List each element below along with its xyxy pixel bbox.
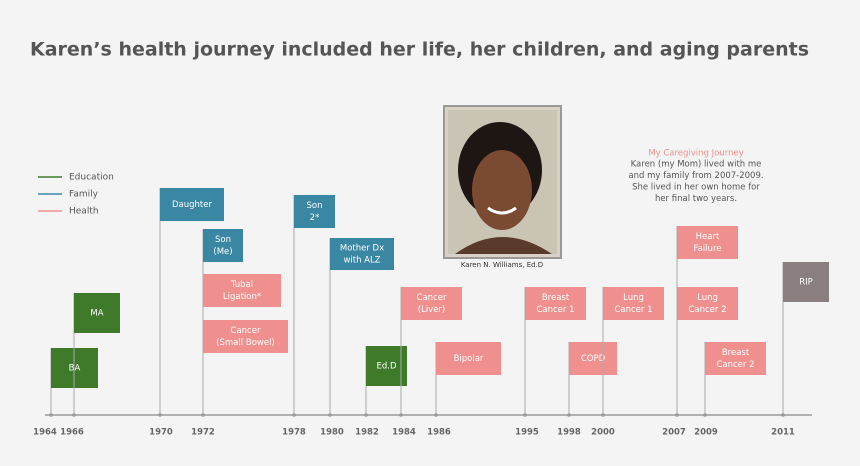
note-title: My Caregiving Journey xyxy=(648,149,743,159)
event-dot xyxy=(292,413,296,417)
year-label: 1980 xyxy=(320,428,344,438)
event-label: (Me) xyxy=(213,247,232,257)
year-label: 2011 xyxy=(771,428,795,438)
event-dot xyxy=(201,413,205,417)
event-dot xyxy=(328,413,332,417)
event-box xyxy=(677,287,738,320)
event-box xyxy=(603,287,664,320)
year-label: 1966 xyxy=(60,428,84,438)
event-label: Son xyxy=(307,201,323,211)
event-box xyxy=(203,320,288,353)
face xyxy=(472,150,532,230)
event-label: Breast xyxy=(542,293,570,303)
event-label: Ed.D xyxy=(376,362,396,372)
event-label: MA xyxy=(90,309,103,319)
event-label: Lung xyxy=(697,293,718,303)
event-label: Son xyxy=(215,235,231,245)
event-dot xyxy=(601,413,605,417)
year-label: 1984 xyxy=(392,428,416,438)
note-line: and my family from 2007-2009. xyxy=(628,171,763,181)
note-line: She lived in her own home for xyxy=(632,183,760,193)
event-dot xyxy=(49,413,53,417)
shoulders xyxy=(455,237,552,254)
event-dot xyxy=(72,413,76,417)
event-label: Cancer xyxy=(417,293,447,303)
legend-label: Health xyxy=(69,207,99,217)
title: Karen’s health journey included her life… xyxy=(30,39,809,61)
year-label: 1982 xyxy=(355,428,379,438)
event-label: Heart xyxy=(696,232,720,242)
event-box xyxy=(74,293,120,333)
event-label: Ligation* xyxy=(223,292,261,302)
legend-label: Education xyxy=(69,173,114,183)
event-dot xyxy=(781,413,785,417)
event-dot xyxy=(399,413,403,417)
year-label: 1986 xyxy=(427,428,451,438)
legend-label: Family xyxy=(69,190,99,200)
event-label: (Liver) xyxy=(418,305,445,315)
year-label: 1972 xyxy=(191,428,215,438)
event-dot xyxy=(523,413,527,417)
event-label: RIP xyxy=(799,278,813,288)
event-label: Breast xyxy=(722,348,750,358)
event-label: Failure xyxy=(694,244,722,254)
year-label: 2009 xyxy=(694,428,718,438)
event-label: Daughter xyxy=(172,200,212,210)
year-label: 2007 xyxy=(662,428,686,438)
event-label: Lung xyxy=(623,293,644,303)
event-label: (Small Bowel) xyxy=(216,338,275,348)
event-label: Cancer xyxy=(231,326,261,336)
event-label: COPD xyxy=(581,354,606,364)
event-label: Cancer 1 xyxy=(536,305,574,315)
event-dot xyxy=(675,413,679,417)
event-label: Cancer 1 xyxy=(614,305,652,315)
event-dot xyxy=(567,413,571,417)
event-label: BA xyxy=(69,364,81,374)
event-dot xyxy=(364,413,368,417)
event-box xyxy=(783,262,829,302)
year-label: 1995 xyxy=(515,428,539,438)
event-box xyxy=(366,346,407,386)
event-box xyxy=(203,229,243,262)
event-box xyxy=(436,342,501,375)
event-box xyxy=(401,287,462,320)
event-label: Mother Dx xyxy=(340,244,384,254)
year-label: 1970 xyxy=(149,428,173,438)
event-box xyxy=(569,342,617,375)
event-box xyxy=(705,342,766,375)
year-label: 1978 xyxy=(282,428,306,438)
photo-caption: Karen N. Williams, Ed.D xyxy=(461,261,543,269)
event-dot xyxy=(434,413,438,417)
event-box xyxy=(677,226,738,259)
event-label: Bipolar xyxy=(454,354,484,364)
year-label: 2000 xyxy=(591,428,615,438)
event-dot xyxy=(703,413,707,417)
event-dot xyxy=(158,413,162,417)
note-line: Karen (my Mom) lived with me xyxy=(631,160,762,170)
year-label: 1998 xyxy=(557,428,581,438)
note-line: her final two years. xyxy=(655,194,737,204)
photo xyxy=(443,105,562,259)
event-box xyxy=(330,238,394,270)
event-box xyxy=(294,195,335,228)
event-box xyxy=(525,287,586,320)
event-box xyxy=(160,188,224,221)
event-box xyxy=(203,274,281,307)
event-label: Cancer 2 xyxy=(688,305,726,315)
smile xyxy=(487,206,517,215)
year-label: 1964 xyxy=(33,428,57,438)
event-label: Tubal xyxy=(230,280,253,290)
event-label: Cancer 2 xyxy=(716,360,754,370)
event-label: with ALZ xyxy=(343,256,380,266)
event-label: 2* xyxy=(310,213,320,223)
